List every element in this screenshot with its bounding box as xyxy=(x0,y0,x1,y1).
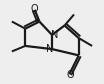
Text: O: O xyxy=(66,70,74,80)
Text: N: N xyxy=(46,44,53,54)
Text: N: N xyxy=(51,30,58,40)
Text: O: O xyxy=(30,4,38,14)
